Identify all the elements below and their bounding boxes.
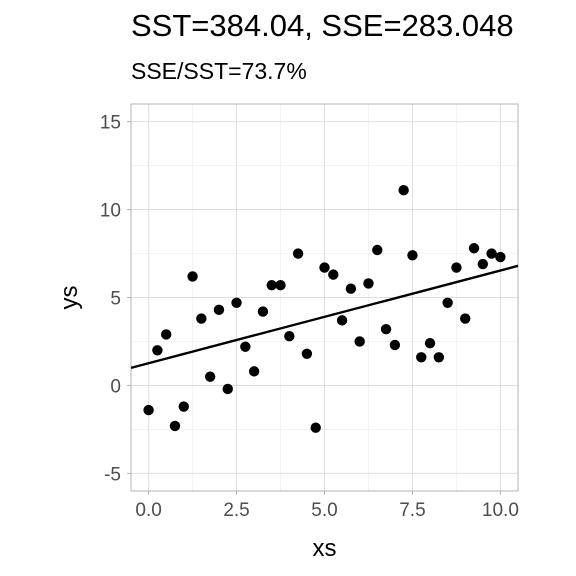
x-axis-title: xs — [313, 535, 337, 562]
x-tick-label: 0.0 — [135, 500, 161, 521]
y-tick-label: 15 — [100, 113, 121, 134]
data-point — [345, 283, 357, 294]
y-tick-label: 0 — [110, 376, 121, 397]
major-grid — [131, 104, 518, 491]
data-point — [495, 251, 506, 263]
x-tick-label: 7.5 — [399, 500, 425, 521]
data-point — [196, 313, 207, 324]
data-point — [275, 279, 286, 291]
data-point — [477, 258, 489, 270]
data-point — [292, 248, 304, 259]
data-point — [222, 383, 233, 395]
y-tick-label: 5 — [110, 289, 121, 310]
data-point — [231, 297, 242, 308]
data-point — [240, 341, 251, 352]
data-point — [143, 404, 154, 416]
y-tick-label: 10 — [100, 201, 121, 222]
data-point — [301, 348, 313, 359]
data-point — [336, 315, 348, 326]
data-point — [319, 262, 330, 273]
data-point — [460, 313, 471, 324]
data-point — [451, 262, 462, 273]
data-point — [187, 271, 198, 282]
x-tick-label: 5.0 — [311, 500, 337, 521]
y-tick-label: -5 — [104, 464, 121, 485]
data-point — [328, 269, 339, 280]
data-point — [433, 352, 445, 363]
x-tick-label: 10.0 — [482, 500, 519, 521]
chart-title: SST=384.04, SSE=283.048 — [131, 8, 514, 43]
data-point — [310, 422, 321, 433]
data-point — [257, 306, 269, 317]
data-point — [213, 304, 225, 316]
data-point — [389, 339, 401, 351]
data-point — [248, 366, 260, 377]
data-point — [266, 279, 277, 291]
data-point — [486, 248, 497, 259]
data-point — [284, 331, 295, 342]
regression-line-group — [130, 264, 519, 370]
y-axis-title: ys — [56, 286, 83, 310]
x-tick-label: 2.5 — [223, 500, 249, 521]
data-point — [204, 371, 216, 382]
data-point — [442, 297, 453, 308]
regression-line — [130, 264, 519, 370]
data-point — [372, 244, 383, 256]
data-point — [398, 184, 409, 196]
data-point — [169, 420, 181, 432]
data-point — [363, 278, 374, 289]
x-axis: 0.0 2.5 5.0 7.5 10.0 — [135, 491, 519, 521]
scatter-points — [143, 184, 506, 433]
data-point — [160, 329, 172, 340]
data-point — [380, 323, 392, 335]
data-point — [407, 250, 418, 261]
data-point — [424, 338, 436, 349]
data-point — [468, 243, 480, 254]
y-axis: -5 0 5 10 15 — [100, 113, 131, 485]
data-point — [354, 336, 365, 347]
chart-subtitle: SSE/SST=73.7% — [131, 58, 307, 84]
data-point — [416, 352, 427, 363]
data-point — [178, 401, 189, 412]
data-point — [152, 345, 163, 356]
